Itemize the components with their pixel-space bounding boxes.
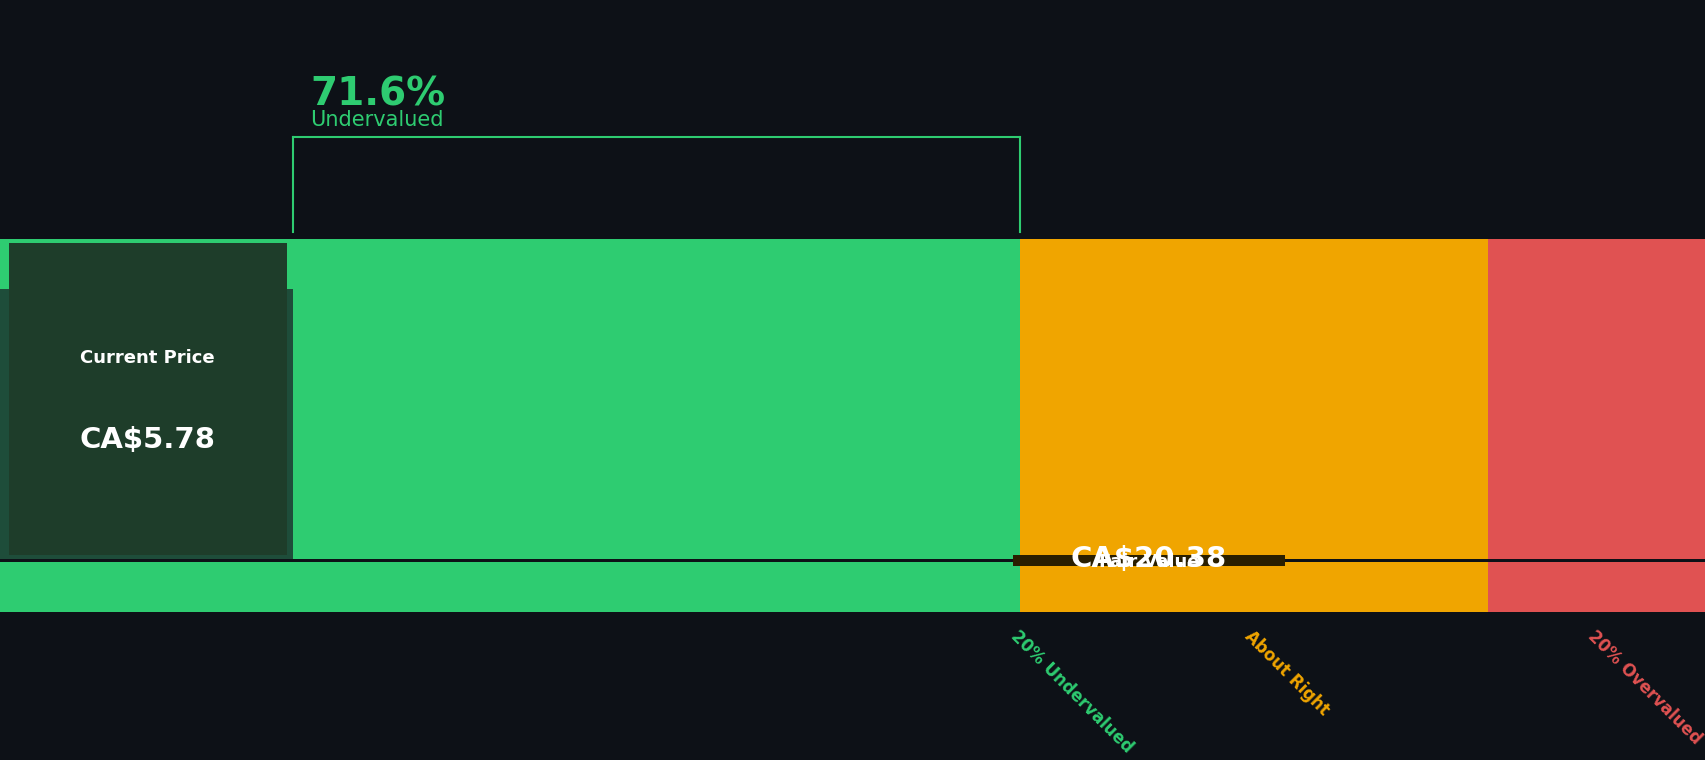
Text: Undervalued: Undervalued [310, 110, 443, 130]
Bar [9, 243, 286, 555]
Bar [1487, 289, 1705, 559]
Bar [1020, 289, 1487, 559]
Bar [1013, 555, 1284, 566]
Bar [293, 289, 1020, 559]
Text: CA$20.38: CA$20.38 [1071, 545, 1226, 573]
Bar [1487, 562, 1705, 612]
Bar [0, 289, 293, 559]
Bar [1020, 239, 1487, 289]
Bar [0, 562, 1020, 612]
Text: Fair Value: Fair Value [1098, 553, 1199, 571]
Bar [1487, 239, 1705, 289]
Text: CA$5.78: CA$5.78 [80, 426, 215, 454]
Bar [0, 239, 1020, 289]
Text: 71.6%: 71.6% [310, 76, 445, 114]
Text: 20% Undervalued: 20% Undervalued [1008, 627, 1136, 756]
Bar [1020, 562, 1487, 612]
Text: 20% Overvalued: 20% Overvalued [1584, 627, 1703, 748]
Text: Current Price: Current Price [80, 350, 215, 368]
Text: About Right: About Right [1241, 627, 1332, 719]
